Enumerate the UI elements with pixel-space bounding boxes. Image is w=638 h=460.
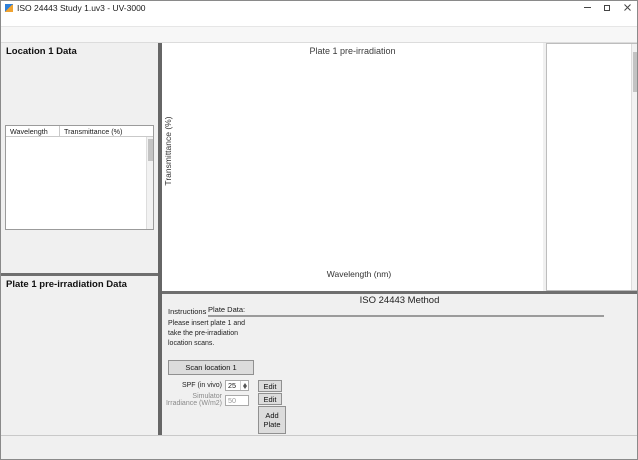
instructions-text: Please insert plate 1 and take the pre-i… — [168, 320, 246, 348]
wavelength-table: Wavelength Transmittance (%) — [5, 125, 154, 230]
edit-spf-button[interactable]: Edit — [258, 380, 282, 392]
y-axis-label: Transmittance (%) — [163, 116, 173, 185]
bottom-panel-splitter[interactable] — [162, 291, 637, 294]
plate-summary-panel: Plate 1 pre-irradiation Data — [1, 276, 158, 435]
app-icon — [5, 3, 13, 12]
study-tree — [546, 43, 637, 291]
plate-data-label: Plate Data: — [208, 305, 246, 314]
location-panel-title: Location 1 Data — [6, 46, 77, 57]
simulator-irradiance-value: 50 — [228, 395, 236, 405]
edit-simulator-button[interactable]: Edit — [258, 393, 282, 405]
method-panel: ISO 24443 Method Instructions Please ins… — [162, 294, 637, 435]
chart-pane: Plate 1 pre-irradiation Wavelength (nm) … — [162, 43, 543, 291]
minimize-icon[interactable] — [577, 1, 597, 14]
transmittance-column-header: Transmittance (%) — [64, 127, 123, 136]
left-column: Location 1 Data Wavelength Transmittance… — [1, 43, 158, 435]
close-icon[interactable] — [617, 1, 637, 14]
scan-location-button[interactable]: Scan location 1 — [168, 360, 254, 375]
wavelength-table-scrollbar[interactable] — [146, 137, 153, 229]
chart-title: Plate 1 pre-irradiation — [309, 46, 396, 56]
plate-panel-title: Plate 1 pre-irradiation Data — [6, 279, 127, 290]
tree-scrollbar[interactable] — [631, 44, 637, 290]
method-title: ISO 24443 Method — [359, 295, 440, 306]
x-axis-label: Wavelength (nm) — [327, 269, 392, 279]
status-bar — [1, 435, 637, 459]
spectrum-chart: Wavelength (nm) Transmittance (%) — [163, 116, 392, 279]
add-plate-button[interactable]: Add Plate — [258, 406, 286, 434]
menu-bar — [1, 14, 637, 27]
window-title: ISO 24443 Study 1.uv3 - UV-3000 — [17, 2, 146, 13]
simulator-irradiance-field[interactable]: 50 — [225, 394, 249, 406]
vertical-splitter[interactable] — [158, 43, 162, 435]
toolbar — [1, 27, 637, 43]
left-panel-splitter[interactable] — [1, 273, 158, 276]
location-data-panel: Location 1 Data Wavelength Transmittance… — [1, 43, 158, 231]
plate-data-table — [208, 315, 604, 317]
wavelength-table-header: Wavelength Transmittance (%) — [6, 126, 153, 137]
wavelength-column-header: Wavelength — [6, 126, 60, 136]
instructions-label: Instructions — [168, 307, 207, 316]
title-bar: ISO 24443 Study 1.uv3 - UV-3000 — [1, 1, 637, 14]
maximize-icon[interactable] — [597, 1, 617, 14]
spf-in-vivo-value: 25 — [228, 381, 236, 390]
simulator-irradiance-label: Simulator Irradiance (W/m2) — [165, 393, 222, 407]
spf-in-vivo-label: SPF (in vivo) — [181, 382, 222, 389]
spf-in-vivo-stepper[interactable]: 25 — [225, 380, 249, 391]
stepper-arrows-icon[interactable] — [240, 381, 248, 390]
